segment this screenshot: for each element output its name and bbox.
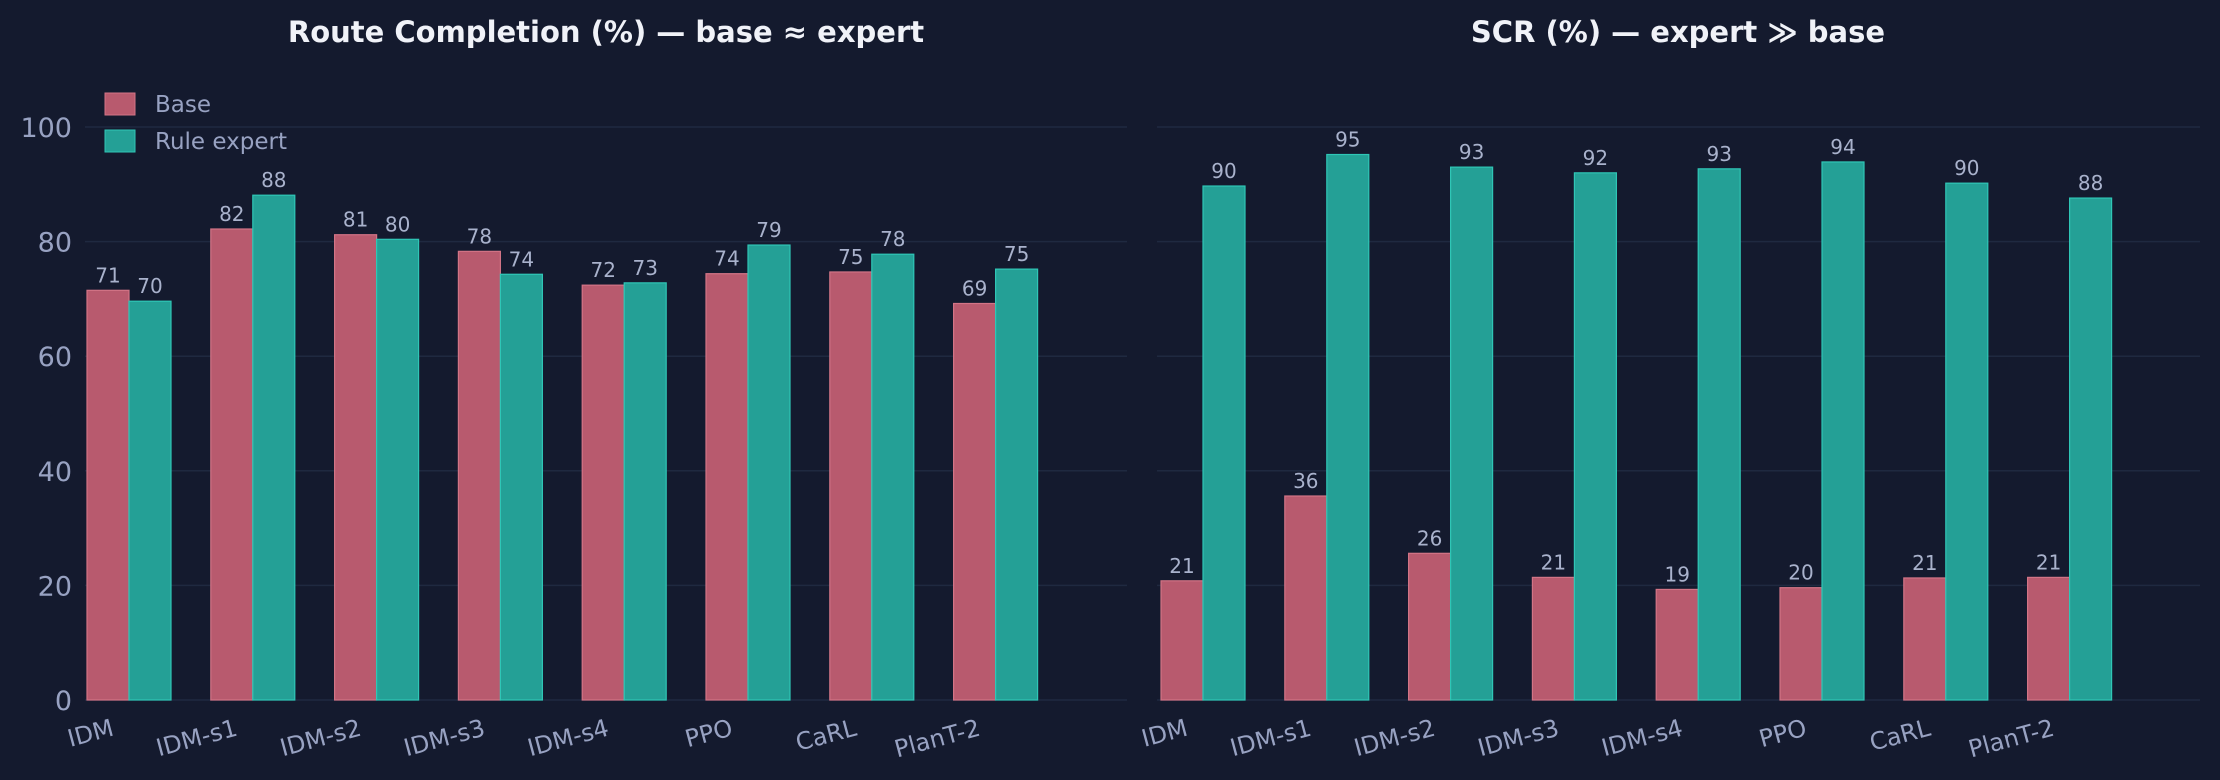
value-label-rule-expert-plant-2: 88 xyxy=(2078,171,2103,195)
scr-panel: SCR (%) — expert ≫ base 21 90 36 95 26 93 21 92… xyxy=(1139,15,2200,763)
bar-rule-expert-ppo xyxy=(1821,161,1865,701)
bar-base-idm-s1 xyxy=(210,228,254,701)
bar-base-idm-s4 xyxy=(1655,588,1699,701)
value-label-base-ppo: 74 xyxy=(714,247,739,271)
legend-swatch-rule-expert xyxy=(104,129,136,153)
bar-base-ppo xyxy=(705,273,749,701)
bar-rule-expert-idm-s3 xyxy=(499,273,543,701)
value-label-base-idm-s4: 19 xyxy=(1664,562,1689,586)
bar-base-carl xyxy=(829,271,873,701)
value-label-base-idm-s1: 82 xyxy=(219,202,244,226)
legend-label-rule-expert: Rule expert xyxy=(155,129,287,155)
value-label-rule-expert-idm-s1: 88 xyxy=(261,168,286,192)
bar-rule-expert-carl xyxy=(871,253,915,701)
value-label-base-carl: 75 xyxy=(838,245,863,269)
scr-bars: 21 90 36 95 26 93 21 92 19 93 20 94 21 90 21 88 xyxy=(1160,128,2113,701)
route-completion-panel: Route Completion (%) — base ≈ expert 71 7… xyxy=(20,15,1127,763)
value-label-base-plant-2: 21 xyxy=(2036,550,2061,574)
bar-rule-expert-idm xyxy=(1202,185,1246,701)
value-label-rule-expert-idm-s3: 92 xyxy=(1583,146,1608,170)
bar-base-idm xyxy=(1160,580,1204,701)
bar-rule-expert-carl xyxy=(1945,182,1989,701)
value-label-base-idm-s4: 72 xyxy=(590,258,615,282)
bar-rule-expert-idm-s2 xyxy=(376,238,420,701)
scr-title: SCR (%) — expert ≫ base xyxy=(1471,15,1885,49)
legend-label-base: Base xyxy=(155,92,211,118)
value-label-rule-expert-idm-s4: 73 xyxy=(632,256,657,280)
value-label-base-plant-2: 69 xyxy=(962,276,987,300)
bar-base-carl xyxy=(1903,577,1947,701)
bar-base-idm-s2 xyxy=(1407,552,1452,701)
bar-rule-expert-idm-s2 xyxy=(1449,166,1494,701)
bar-base-idm-s2 xyxy=(334,234,378,701)
value-label-rule-expert-carl: 90 xyxy=(1954,156,1979,180)
bar-rule-expert-plant-2 xyxy=(2069,197,2113,701)
bar-base-idm-s3 xyxy=(457,250,501,701)
bar-base-idm-s1 xyxy=(1284,495,1328,701)
bar-rule-expert-idm xyxy=(128,300,172,701)
bar-base-plant-2 xyxy=(2026,576,2071,701)
value-label-rule-expert-plant-2: 75 xyxy=(1004,242,1029,266)
value-label-base-idm-s1: 36 xyxy=(1293,469,1318,493)
y-tick-label-0: 0 xyxy=(55,686,72,717)
bar-rule-expert-idm-s4 xyxy=(1697,168,1741,701)
value-label-rule-expert-idm-s4: 93 xyxy=(1706,142,1731,166)
bar-base-ppo xyxy=(1779,587,1823,701)
value-label-base-idm-s2: 81 xyxy=(343,208,368,232)
y-tick-label-40: 40 xyxy=(38,457,72,488)
bar-base-plant-2 xyxy=(952,302,997,701)
value-label-rule-expert-ppo: 94 xyxy=(1830,135,1855,159)
bar-rule-expert-idm-s3 xyxy=(1573,172,1618,701)
value-label-rule-expert-idm: 70 xyxy=(137,274,162,298)
y-tick-label-100: 100 xyxy=(20,113,72,144)
value-label-rule-expert-idm-s2: 80 xyxy=(385,212,410,236)
bar-base-idm-s3 xyxy=(1531,576,1576,701)
route-completion-bars: 71 70 82 88 81 80 78 74 72 73 74 79 75 78 69 75 xyxy=(86,168,1039,701)
value-label-base-idm-s3: 78 xyxy=(467,224,492,248)
bar-rule-expert-idm-s1 xyxy=(1326,153,1370,701)
y-tick-label-80: 80 xyxy=(38,228,72,259)
value-label-rule-expert-idm: 90 xyxy=(1211,159,1236,183)
route-completion-title: Route Completion (%) — base ≈ expert xyxy=(288,15,924,49)
bar-rule-expert-idm-s4 xyxy=(623,282,667,701)
bar-rule-expert-plant-2 xyxy=(994,268,1039,701)
value-label-base-idm: 71 xyxy=(95,263,120,287)
value-label-base-carl: 21 xyxy=(1912,551,1937,575)
y-tick-label-60: 60 xyxy=(38,342,72,373)
bar-base-idm xyxy=(86,289,130,701)
value-label-base-idm-s2: 26 xyxy=(1417,526,1442,550)
bar-rule-expert-idm-s1 xyxy=(252,194,296,701)
value-label-rule-expert-idm-s1: 95 xyxy=(1335,128,1360,152)
legend: Base Rule expert xyxy=(104,92,287,155)
value-label-base-idm-s3: 21 xyxy=(1541,550,1566,574)
bar-rule-expert-ppo xyxy=(747,244,791,701)
value-label-base-idm: 21 xyxy=(1169,554,1194,578)
value-label-rule-expert-carl: 78 xyxy=(880,227,905,251)
bar-base-idm-s4 xyxy=(581,284,625,701)
value-label-rule-expert-ppo: 79 xyxy=(756,218,781,242)
y-tick-label-20: 20 xyxy=(38,571,72,602)
value-label-rule-expert-idm-s2: 93 xyxy=(1459,140,1484,164)
legend-swatch-base xyxy=(104,92,136,116)
value-label-rule-expert-idm-s3: 74 xyxy=(509,247,534,271)
value-label-base-ppo: 20 xyxy=(1788,561,1813,585)
